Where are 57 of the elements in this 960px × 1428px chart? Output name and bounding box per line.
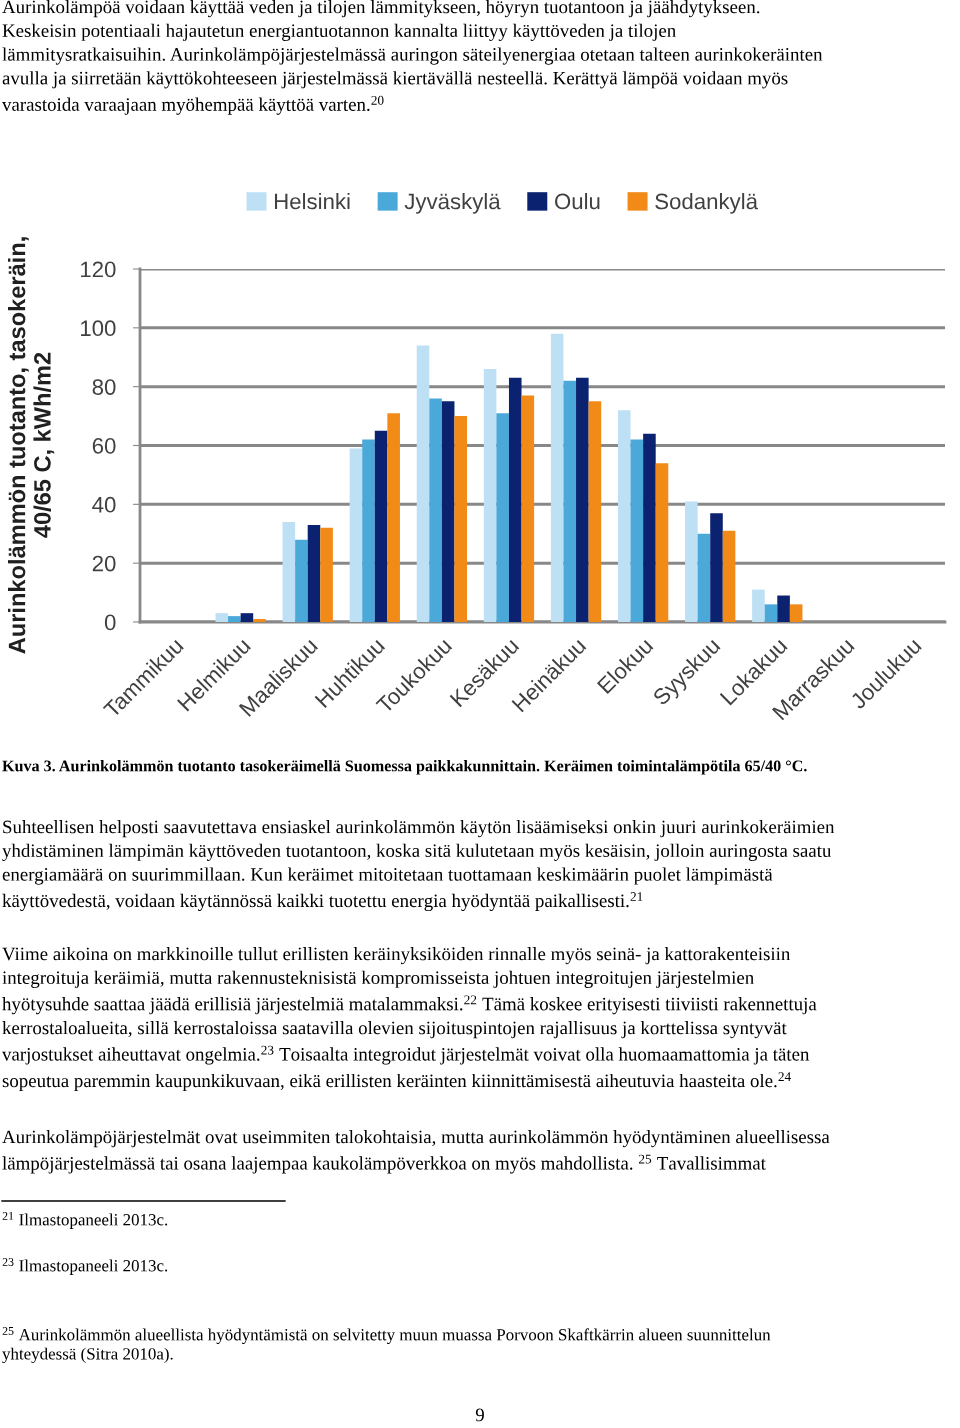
bar (374, 430, 388, 622)
y-tick-label: 100 (81, 320, 116, 337)
bar (349, 448, 363, 622)
text: Kuva 3. Aurinkolämmön tuotanto tasokeräimellä Suomessa paikkakunnittain. Keräimen toimintalämpötila 65/40 °C. (2, 760, 807, 775)
y-tick-label: 40 (92, 496, 116, 513)
bar (282, 521, 296, 622)
bar (643, 433, 656, 622)
bar (777, 595, 790, 622)
bar (454, 416, 468, 622)
bar (240, 613, 254, 622)
bar (320, 527, 333, 622)
bar (550, 333, 564, 622)
legend-label: Helsinki (274, 192, 350, 210)
text: Aurinkolämpöä voidaan käyttää veden ja tilojen lämmitykseen, höyryn tuotantoon ja jäähdytykseen. Keskeisin potentiaali hajautetun energiantuotannon kannalta liittyy käyttöveden ja tilojen lämmitysratkaisuihin. Aurinkolämpöjärjestelmässä auringon säteilyenergiaa otetaan talteen aurinkokeräinten avulla ja siirretään käyttökohteeseen järjestelmässä kiertävällä nesteellä. Kerättyä lämpöä voidaan myös varastoida varaajaan myöhempää käyttöä varten.$^{20}$ (2, 0, 823, 115)
bar (387, 413, 400, 622)
text: $^{21}$ Ilmastopaneeli 2013c. (2, 1212, 168, 1229)
text: $^{23}$ Ilmastopaneeli 2013c. (2, 1258, 168, 1275)
bar (483, 369, 497, 622)
y-axis-title: Aurinkolämmön tuotanto, tasokeräin, 40/65 C, kWh/m2 (8, 237, 55, 654)
legend-label: Jyväskylä (404, 192, 501, 214)
legend-label: Sodankylä (655, 192, 758, 214)
bar (722, 530, 736, 622)
text: 9 (475, 1408, 484, 1422)
bar (752, 589, 765, 622)
bar (429, 398, 442, 622)
y-tick-label: 0 (104, 614, 116, 631)
text: Suhteellisen helposti saavutettava ensiaskel aurinkolämmön käytön lisäämiseksi onkin juuri aurinkokeräimien yhdistäminen lämpimän käyttöveden tuotantoon, koska sitä kulutetaan myös kesäisin, jolloin auringosta saatu energiamäärä on suurimmillaan. Kun keräimet mitoitetaan tuottamaan keskimäärin puolet lämpimästä käyttövedestä, voidaan käytännössä kaikki tuotettu energia hyödyntää paikallisesti.$^{21}$ (2, 820, 835, 912)
text: Aurinkolämpöjärjestelmät ovat useimmiten talokohtaisia, mutta aurinkolämmön hyödyntäminen alueellisessa lämpöjärjestelmässä tai osana laajempaa kaukolämpöverkkoa on myös mahdollista. $^{25}$ Tavallisimmat (2, 1130, 830, 1174)
y-tick-label: 20 (92, 555, 116, 572)
bar (710, 513, 723, 622)
bar (307, 524, 321, 622)
bar (576, 377, 589, 622)
bar (764, 604, 778, 622)
bar (228, 616, 241, 622)
bar (521, 395, 535, 622)
bar (630, 439, 644, 622)
bar (563, 380, 577, 622)
bar (295, 539, 308, 622)
bar (441, 401, 455, 622)
bar (215, 613, 229, 622)
bar (496, 413, 509, 622)
bar (416, 345, 430, 622)
legend-label: Oulu (555, 192, 600, 210)
bar (655, 463, 669, 622)
bar (588, 401, 602, 622)
bar (617, 410, 631, 622)
bar (508, 377, 522, 622)
y-tick-label: 60 (92, 438, 116, 454)
bar (789, 604, 803, 622)
bar (362, 439, 375, 622)
bar (697, 533, 711, 622)
y-tick-label: 80 (92, 379, 116, 395)
text: $^{25}$ Aurinkolämmön alueellista hyödyntämistä on selvitetty muun muassa Porvoon Skaftkärrin alueen suunnittelun yhteydessä (Sitra 2010a). (2, 1327, 771, 1364)
y-tick-label: 120 (81, 261, 116, 278)
bar (253, 619, 266, 622)
text: Viime aikoina on markkinoille tullut erillisten keräinyksiköiden rinnalle myös seinä- ja kattorakenteisiin integroituja keräimiä, mutta rakennusteknisistä kompromisseista johtuen integroitujen järjestelmien hyötysuhde saattaa jäädä erillisiä järjestelmiä matalammaksi.$^{22}$ Tämä koskee erityisesti tiiviisti rakennettuja kerrostaloalueita, sillä kerrostaloissa saatavilla olevien sijoituspintojen rajallisuus ja korttelissa syntyvät varjostukset aiheuttavat ongelmia.$^{23}$ Toisaalta integroidut järjestelmät voivat olla huomaamattomia ja täten sopeutua paremmin kaupunkikuvaan, eikä erillisten keräinten kiinnittämisestä aiheutuvia haasteita ole.$^{24}$ (2, 947, 817, 1092)
bar (685, 501, 698, 622)
